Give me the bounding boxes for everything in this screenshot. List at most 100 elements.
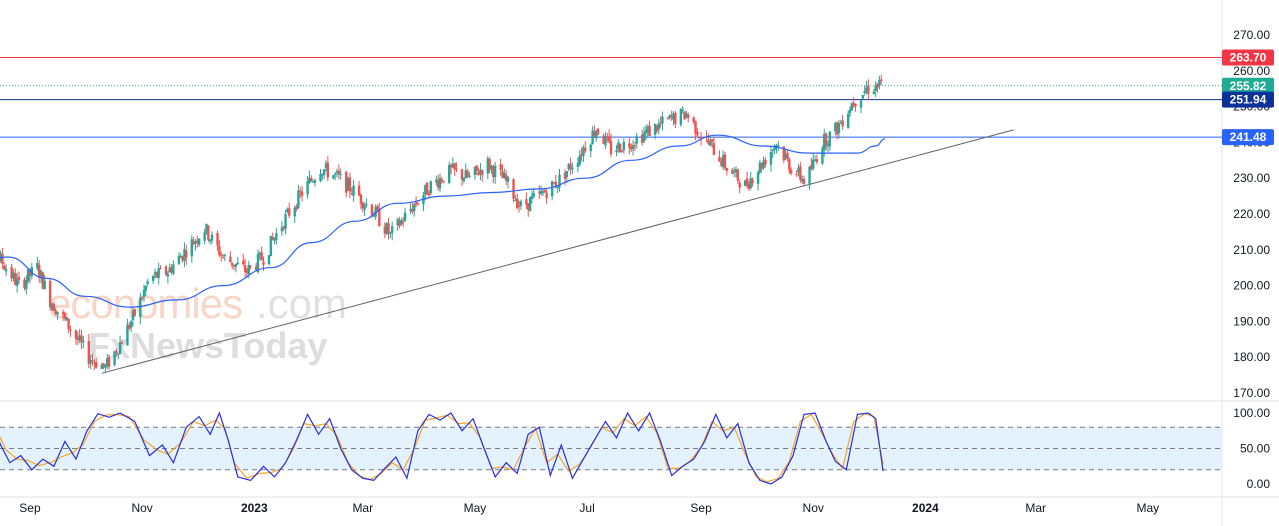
candle-body xyxy=(609,140,613,155)
trendline[interactable] xyxy=(101,129,1014,374)
candle-body xyxy=(413,204,416,212)
candle-body xyxy=(810,164,813,170)
candle-body xyxy=(435,179,438,183)
candle-body xyxy=(89,360,92,364)
candle-body xyxy=(74,330,78,339)
candle-body xyxy=(129,321,133,328)
candle-body xyxy=(554,181,558,188)
candle-body xyxy=(118,342,122,354)
candle-body xyxy=(80,335,83,343)
candle-body xyxy=(545,192,548,199)
candle-body xyxy=(389,232,392,234)
candle-body xyxy=(578,155,581,165)
candle-body xyxy=(374,206,377,217)
candle-body xyxy=(854,103,857,107)
candle-body xyxy=(743,180,747,187)
candle-body xyxy=(91,360,94,362)
price-tick-label: 180.00 xyxy=(1233,350,1270,364)
candle-body xyxy=(782,146,786,161)
price-pane[interactable] xyxy=(0,0,1222,400)
candle-body xyxy=(764,159,767,165)
candle-body xyxy=(280,227,284,232)
candle-body xyxy=(815,159,819,163)
candle-body xyxy=(808,166,811,186)
candle-body xyxy=(100,365,103,369)
candle-body xyxy=(128,324,131,329)
candle-body xyxy=(707,139,710,144)
candle-body xyxy=(839,122,843,124)
candle-body xyxy=(387,223,390,235)
candle-body xyxy=(82,340,85,343)
oscillator-tick-label: 100.00 xyxy=(1233,406,1270,420)
candle-body xyxy=(797,167,800,173)
candle-body xyxy=(131,310,135,320)
oscillator-band xyxy=(0,426,1222,471)
candle-body xyxy=(670,116,673,118)
candle-body xyxy=(666,118,670,120)
candle-body xyxy=(422,195,425,205)
candle-body xyxy=(519,201,523,206)
candle-body xyxy=(835,122,839,135)
candle-body xyxy=(409,209,412,212)
price-tick-label: 200.00 xyxy=(1233,279,1270,293)
candle-body xyxy=(299,191,302,193)
moving-average-line xyxy=(0,134,886,308)
candle-body xyxy=(30,267,34,276)
candle-body xyxy=(462,178,466,181)
candle-body xyxy=(622,141,626,151)
candle-body xyxy=(273,237,276,241)
candle-body xyxy=(589,144,592,152)
candle-body xyxy=(556,186,559,189)
candle-body xyxy=(552,182,556,184)
candle-body xyxy=(852,102,855,106)
time-tick-label: Jul xyxy=(579,501,594,515)
candle-body xyxy=(378,208,381,227)
time-tick-label: 2024 xyxy=(912,501,939,515)
candle-body xyxy=(453,163,456,170)
oscillator-axis[interactable]: 100.00 50.00 0.00 xyxy=(1233,406,1270,491)
candle-body xyxy=(867,86,870,94)
candle-body xyxy=(87,340,91,365)
level-badge-label: 263.70 xyxy=(1230,51,1267,65)
candle-body xyxy=(4,269,8,272)
time-axis[interactable]: Sep Nov 2023 Mar May Jul Sep Nov 2024 Mar May xyxy=(19,501,1159,515)
candle-body xyxy=(859,100,863,108)
candle-body xyxy=(525,199,528,205)
candle-body xyxy=(50,304,54,310)
candle-body xyxy=(795,174,798,176)
candle-body xyxy=(385,223,388,234)
candle-body xyxy=(633,145,637,147)
candle-body xyxy=(339,173,342,175)
candle-body xyxy=(736,169,740,181)
candle-body xyxy=(107,356,111,367)
candle-body xyxy=(234,263,238,267)
candle-body xyxy=(563,172,567,180)
candle-body xyxy=(300,191,304,196)
candle-body xyxy=(648,125,651,136)
candle-body xyxy=(350,193,353,195)
level-badge xyxy=(1222,77,1274,94)
candle-body xyxy=(878,79,881,86)
candle-body xyxy=(595,130,598,139)
candle-body xyxy=(269,235,273,257)
candle-body xyxy=(685,113,688,118)
candle-body xyxy=(37,265,41,278)
time-tick-label: May xyxy=(464,501,487,515)
candle-body xyxy=(383,226,387,234)
candle-body xyxy=(506,177,510,182)
candle-body xyxy=(113,351,116,366)
candle-body xyxy=(473,166,477,176)
candle-body xyxy=(306,181,309,195)
candle-body xyxy=(159,268,162,270)
candle-body xyxy=(596,128,600,135)
candle-body xyxy=(194,241,197,244)
oscillator-tick-label: 0.00 xyxy=(1247,477,1271,491)
candle-body xyxy=(725,168,729,171)
candle-body xyxy=(297,190,300,208)
candle-body xyxy=(15,278,19,286)
candle-body xyxy=(311,181,315,183)
candle-body xyxy=(94,362,98,368)
candle-body xyxy=(56,311,59,315)
candle-body xyxy=(120,342,124,344)
